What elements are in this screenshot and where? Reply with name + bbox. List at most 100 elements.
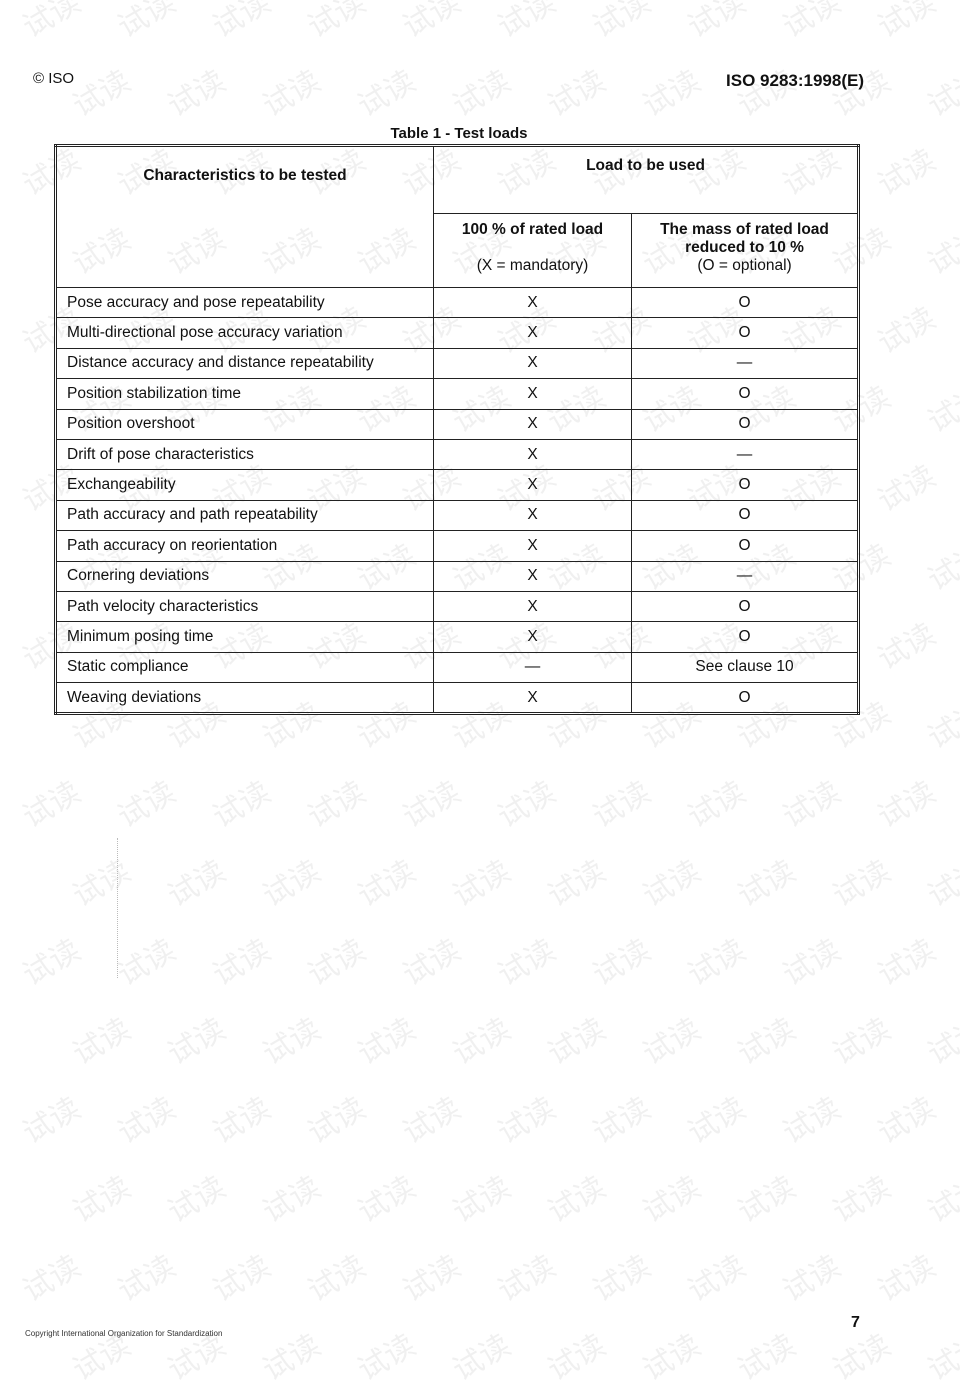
watermark-text: 试读 xyxy=(492,0,562,46)
watermark-text: 试读 xyxy=(542,1169,612,1231)
watermark-text: 试读 xyxy=(397,774,467,836)
cell-full-load: X xyxy=(433,286,632,319)
table-row: Pose accuracy and pose repeatability X O xyxy=(55,286,859,319)
watermark-text: 试读 xyxy=(352,63,422,125)
watermark-text: 试读 xyxy=(492,932,562,994)
watermark-text: 试读 xyxy=(257,63,327,125)
cell-full-load: X xyxy=(433,530,632,562)
watermark-text: 试读 xyxy=(732,853,802,915)
table-row: Static compliance — See clause 10 xyxy=(55,651,859,684)
watermark-text: 试读 xyxy=(587,1090,657,1152)
watermark-text: 试读 xyxy=(302,774,372,836)
watermark-text: 试读 xyxy=(112,0,182,46)
cell-characteristic: Static compliance xyxy=(55,651,434,684)
watermark-text: 试读 xyxy=(922,1169,960,1231)
cell-reduced-load: O xyxy=(631,682,859,715)
cell-full-load: X xyxy=(433,408,632,440)
footer-copyright: Copyright International Organization for… xyxy=(25,1329,223,1338)
cell-characteristic: Position overshoot xyxy=(55,408,434,440)
watermark-text: 试读 xyxy=(777,0,847,46)
watermark-text: 试读 xyxy=(352,1169,422,1231)
cell-characteristic: Pose accuracy and pose repeatability xyxy=(55,286,434,319)
watermark-text: 试读 xyxy=(777,1090,847,1152)
watermark-text: 试读 xyxy=(732,1011,802,1073)
header-reduced-load-note: (O = optional) xyxy=(697,257,792,274)
cell-full-load: X xyxy=(433,347,632,380)
watermark-text: 试读 xyxy=(447,1011,517,1073)
cell-reduced-load: O xyxy=(631,469,859,501)
cell-characteristic: Exchangeability xyxy=(55,469,434,501)
watermark-text: 试读 xyxy=(872,0,942,46)
watermark-text: 试读 xyxy=(112,1090,182,1152)
cell-full-load: X xyxy=(433,317,632,349)
watermark-text: 试读 xyxy=(872,1090,942,1152)
watermark-text: 试读 xyxy=(162,63,232,125)
watermark-text: 试读 xyxy=(682,774,752,836)
watermark-text: 试读 xyxy=(67,63,137,125)
watermark-text: 试读 xyxy=(587,1248,657,1310)
watermark-text: 试读 xyxy=(492,1090,562,1152)
watermark-text: 试读 xyxy=(682,1248,752,1310)
watermark-text: 试读 xyxy=(162,1169,232,1231)
cell-full-load: X xyxy=(433,590,632,623)
watermark-text: 试读 xyxy=(17,774,87,836)
cell-full-load: — xyxy=(433,651,632,684)
watermark-text: 试读 xyxy=(162,1011,232,1073)
watermark-text: 试读 xyxy=(397,1248,467,1310)
watermark-text: 试读 xyxy=(112,774,182,836)
watermark-text: 试读 xyxy=(777,932,847,994)
cell-reduced-load: O xyxy=(631,499,859,532)
watermark-text: 试读 xyxy=(777,774,847,836)
table-row: Path accuracy and path repeatability X O xyxy=(55,499,859,532)
cell-reduced-load: O xyxy=(631,590,859,623)
watermark-text: 试读 xyxy=(302,1248,372,1310)
header-characteristics: Characteristics to be tested xyxy=(55,145,434,288)
table-row: Weaving deviations X O xyxy=(55,682,859,715)
watermark-text: 试读 xyxy=(257,1327,327,1389)
watermark-text: 试读 xyxy=(922,537,960,599)
watermark-text: 试读 xyxy=(17,1248,87,1310)
cell-characteristic: Path accuracy and path repeatability xyxy=(55,499,434,532)
watermark-text: 试读 xyxy=(112,932,182,994)
watermark-text: 试读 xyxy=(17,932,87,994)
watermark-text: 试读 xyxy=(67,1169,137,1231)
watermark-text: 试读 xyxy=(397,1090,467,1152)
watermark-text: 试读 xyxy=(922,1327,960,1389)
watermark-text: 试读 xyxy=(732,1327,802,1389)
cell-characteristic: Multi-directional pose accuracy variatio… xyxy=(55,317,434,349)
cell-characteristic: Weaving deviations xyxy=(55,682,434,715)
cell-characteristic: Cornering deviations xyxy=(55,560,434,592)
scan-artifact xyxy=(117,838,118,978)
watermark-text: 试读 xyxy=(447,63,517,125)
table-row: Path accuracy on reorientation X O xyxy=(55,530,859,562)
watermark-text: 试读 xyxy=(587,774,657,836)
watermark-text: 试读 xyxy=(682,0,752,46)
table-row: Path velocity characteristics X O xyxy=(55,590,859,623)
watermark-text: 试读 xyxy=(492,1248,562,1310)
watermark-text: 试读 xyxy=(682,932,752,994)
cell-reduced-load: O xyxy=(631,621,859,653)
watermark-text: 试读 xyxy=(207,1248,277,1310)
cell-reduced-load: O xyxy=(631,408,859,440)
table-row: Distance accuracy and distance repeatabi… xyxy=(55,347,859,380)
watermark-text: 试读 xyxy=(827,1169,897,1231)
watermark-text: 试读 xyxy=(447,1327,517,1389)
watermark-text: 试读 xyxy=(542,1327,612,1389)
cell-full-load: X xyxy=(433,469,632,501)
table-row: Cornering deviations X — xyxy=(55,560,859,592)
header-load-to-be-used: Load to be used xyxy=(433,145,859,214)
watermark-text: 试读 xyxy=(542,1011,612,1073)
cell-reduced-load: — xyxy=(631,438,859,471)
cell-full-load: X xyxy=(433,560,632,592)
cell-characteristic: Distance accuracy and distance repeatabi… xyxy=(55,347,434,380)
watermark-text: 试读 xyxy=(682,1090,752,1152)
header-standard-id: ISO 9283:1998(E) xyxy=(726,71,864,90)
watermark-text: 试读 xyxy=(922,221,960,283)
watermark-text: 试读 xyxy=(397,932,467,994)
watermark-text: 试读 xyxy=(352,1011,422,1073)
cell-reduced-load: O xyxy=(631,286,859,319)
cell-reduced-load: O xyxy=(631,378,859,410)
watermark-text: 试读 xyxy=(732,1169,802,1231)
cell-reduced-load: O xyxy=(631,530,859,562)
cell-full-load: X xyxy=(433,378,632,410)
